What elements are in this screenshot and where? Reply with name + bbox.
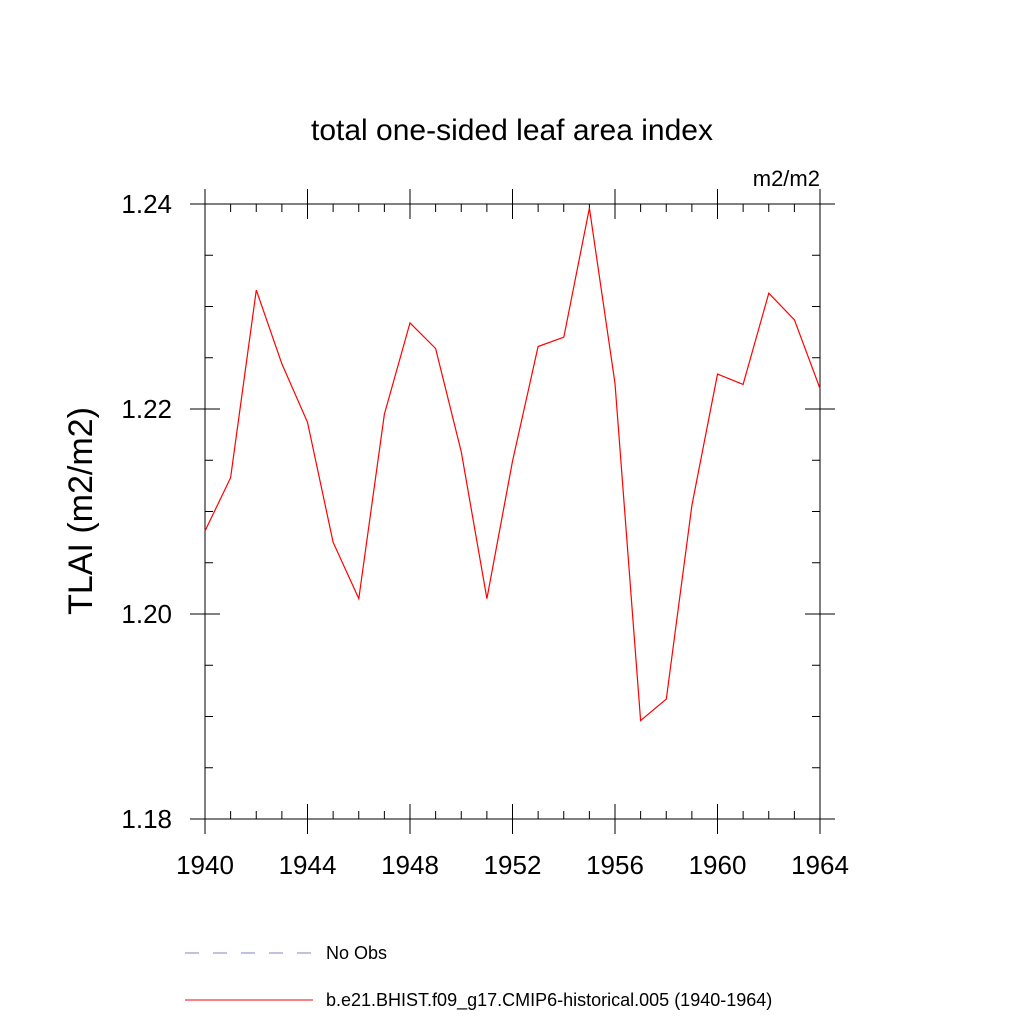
legend: No Obs b.e21.BHIST.f09_g17.CMIP6-historic… (185, 943, 772, 1011)
y-tick-label: 1.24 (121, 189, 172, 219)
y-tick-label: 1.20 (121, 599, 172, 629)
legend-label: No Obs (326, 943, 387, 963)
chart-title: total one-sided leaf area index (311, 114, 713, 147)
legend-label: b.e21.BHIST.f09_g17.CMIP6-historical.005… (326, 990, 772, 1011)
x-tick-label: 1944 (279, 850, 337, 880)
x-tick-label: 1948 (381, 850, 439, 880)
y-axis-label: TLAI (m2/m2) (62, 407, 100, 615)
y-axis-ticks: 1.18 1.20 1.22 1.24 (121, 189, 835, 834)
x-tick-label: 1960 (689, 850, 747, 880)
plot-frame (204, 203, 821, 820)
x-tick-label: 1964 (791, 850, 849, 880)
series-layer (204, 207, 821, 722)
series-line (204, 207, 821, 722)
x-tick-label: 1952 (484, 850, 542, 880)
units-label: m2/m2 (753, 166, 820, 191)
y-tick-label: 1.22 (121, 394, 172, 424)
x-tick-label: 1956 (586, 850, 644, 880)
y-tick-label: 1.18 (121, 804, 172, 834)
x-axis-ticks: 1940 1944 1948 1952 1956 1960 1964 (176, 189, 849, 880)
x-tick-label: 1940 (176, 850, 234, 880)
